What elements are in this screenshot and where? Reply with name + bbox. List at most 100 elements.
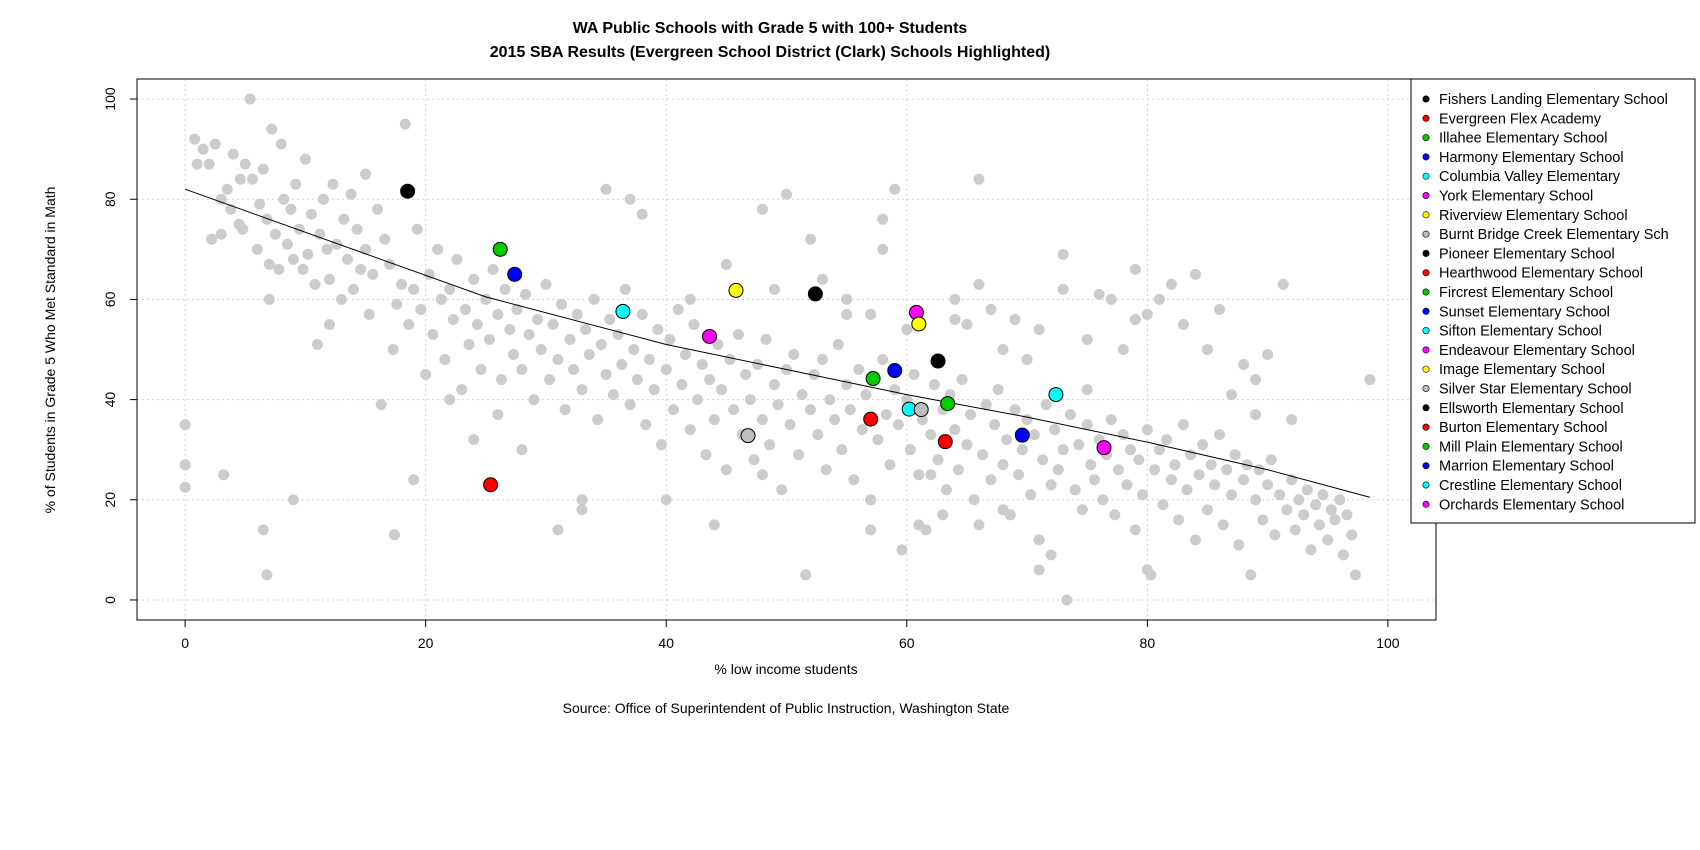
school-point xyxy=(215,228,227,240)
school-point xyxy=(989,419,1001,431)
school-point xyxy=(1269,529,1281,541)
school-point xyxy=(1250,374,1262,386)
legend-marker xyxy=(1422,462,1430,470)
school-point xyxy=(218,469,230,481)
school-point xyxy=(1124,444,1136,456)
school-point xyxy=(760,333,772,345)
school-point xyxy=(961,439,973,451)
background-points xyxy=(179,93,1376,606)
school-point xyxy=(1069,484,1081,496)
y-axis: 0 20 40 60 80 100 xyxy=(102,87,137,604)
highlighted-point xyxy=(507,266,523,282)
school-point xyxy=(940,484,952,496)
school-point xyxy=(323,273,335,285)
school-point xyxy=(708,414,720,426)
school-point xyxy=(716,384,728,396)
school-point xyxy=(841,379,853,391)
school-point xyxy=(1165,278,1177,290)
school-point xyxy=(309,278,321,290)
school-point xyxy=(764,439,776,451)
highlighted-point xyxy=(911,316,927,332)
school-point xyxy=(1250,409,1262,421)
school-point xyxy=(1177,419,1189,431)
school-point xyxy=(487,263,499,275)
school-point xyxy=(628,344,640,355)
school-point xyxy=(1076,504,1088,516)
school-point xyxy=(1274,489,1286,501)
school-point xyxy=(1221,464,1233,476)
school-point xyxy=(664,333,676,345)
school-point xyxy=(1229,449,1241,461)
school-point xyxy=(704,374,716,386)
school-point xyxy=(297,263,309,275)
school-point xyxy=(420,369,432,381)
school-point xyxy=(925,469,937,481)
school-point xyxy=(275,138,287,150)
school-point xyxy=(949,313,961,325)
school-point xyxy=(824,394,836,406)
highlighted-points xyxy=(400,183,1112,493)
school-point xyxy=(619,283,631,295)
school-point xyxy=(179,481,191,493)
school-point xyxy=(1301,484,1313,496)
school-point xyxy=(263,258,275,270)
school-point xyxy=(396,278,408,290)
school-point xyxy=(179,419,191,431)
school-point xyxy=(968,494,980,506)
school-point xyxy=(720,464,732,476)
school-point xyxy=(1052,464,1064,476)
school-point xyxy=(408,283,420,295)
highlighted-point xyxy=(1096,440,1112,456)
school-point xyxy=(841,293,853,305)
school-point xyxy=(648,384,660,396)
school-point xyxy=(600,369,612,381)
school-point xyxy=(744,394,756,406)
legend-marker xyxy=(1422,172,1430,180)
highlighted-point xyxy=(728,282,744,298)
school-point xyxy=(949,424,961,436)
school-point xyxy=(571,308,583,320)
school-point xyxy=(355,263,367,275)
school-point xyxy=(403,318,415,330)
school-point xyxy=(896,544,908,556)
school-point xyxy=(1073,439,1085,451)
school-point xyxy=(1329,514,1341,526)
school-point xyxy=(1049,424,1061,436)
school-point xyxy=(636,208,648,220)
school-point xyxy=(552,354,564,366)
school-point xyxy=(1281,504,1293,516)
school-point xyxy=(1112,464,1124,476)
school-point xyxy=(1001,434,1013,446)
school-point xyxy=(856,424,868,436)
school-point xyxy=(1117,344,1129,355)
school-point xyxy=(254,198,266,210)
school-point xyxy=(1337,549,1349,561)
highlighted-point xyxy=(913,402,929,418)
school-point xyxy=(221,183,233,195)
school-point xyxy=(305,208,317,220)
legend-entry-label: Columbia Valley Elementary xyxy=(1439,169,1621,185)
school-point xyxy=(595,338,607,350)
school-point xyxy=(246,173,258,185)
school-point xyxy=(432,243,444,255)
school-point xyxy=(684,424,696,436)
school-point xyxy=(1257,514,1269,526)
school-point xyxy=(1322,534,1334,546)
school-point xyxy=(507,349,519,361)
school-point xyxy=(348,283,359,295)
legend-marker xyxy=(1422,442,1430,450)
school-point xyxy=(1181,484,1193,496)
school-point xyxy=(351,223,363,235)
school-point xyxy=(415,303,427,315)
x-tick-label: 80 xyxy=(1140,635,1156,651)
school-point xyxy=(997,459,1009,471)
school-point xyxy=(691,394,703,406)
school-point xyxy=(612,328,624,340)
school-point xyxy=(768,379,780,391)
school-point xyxy=(278,193,290,205)
school-point xyxy=(800,569,812,581)
school-point xyxy=(1033,534,1045,546)
school-point xyxy=(928,379,940,391)
school-point xyxy=(865,524,877,536)
school-point xyxy=(865,494,877,506)
